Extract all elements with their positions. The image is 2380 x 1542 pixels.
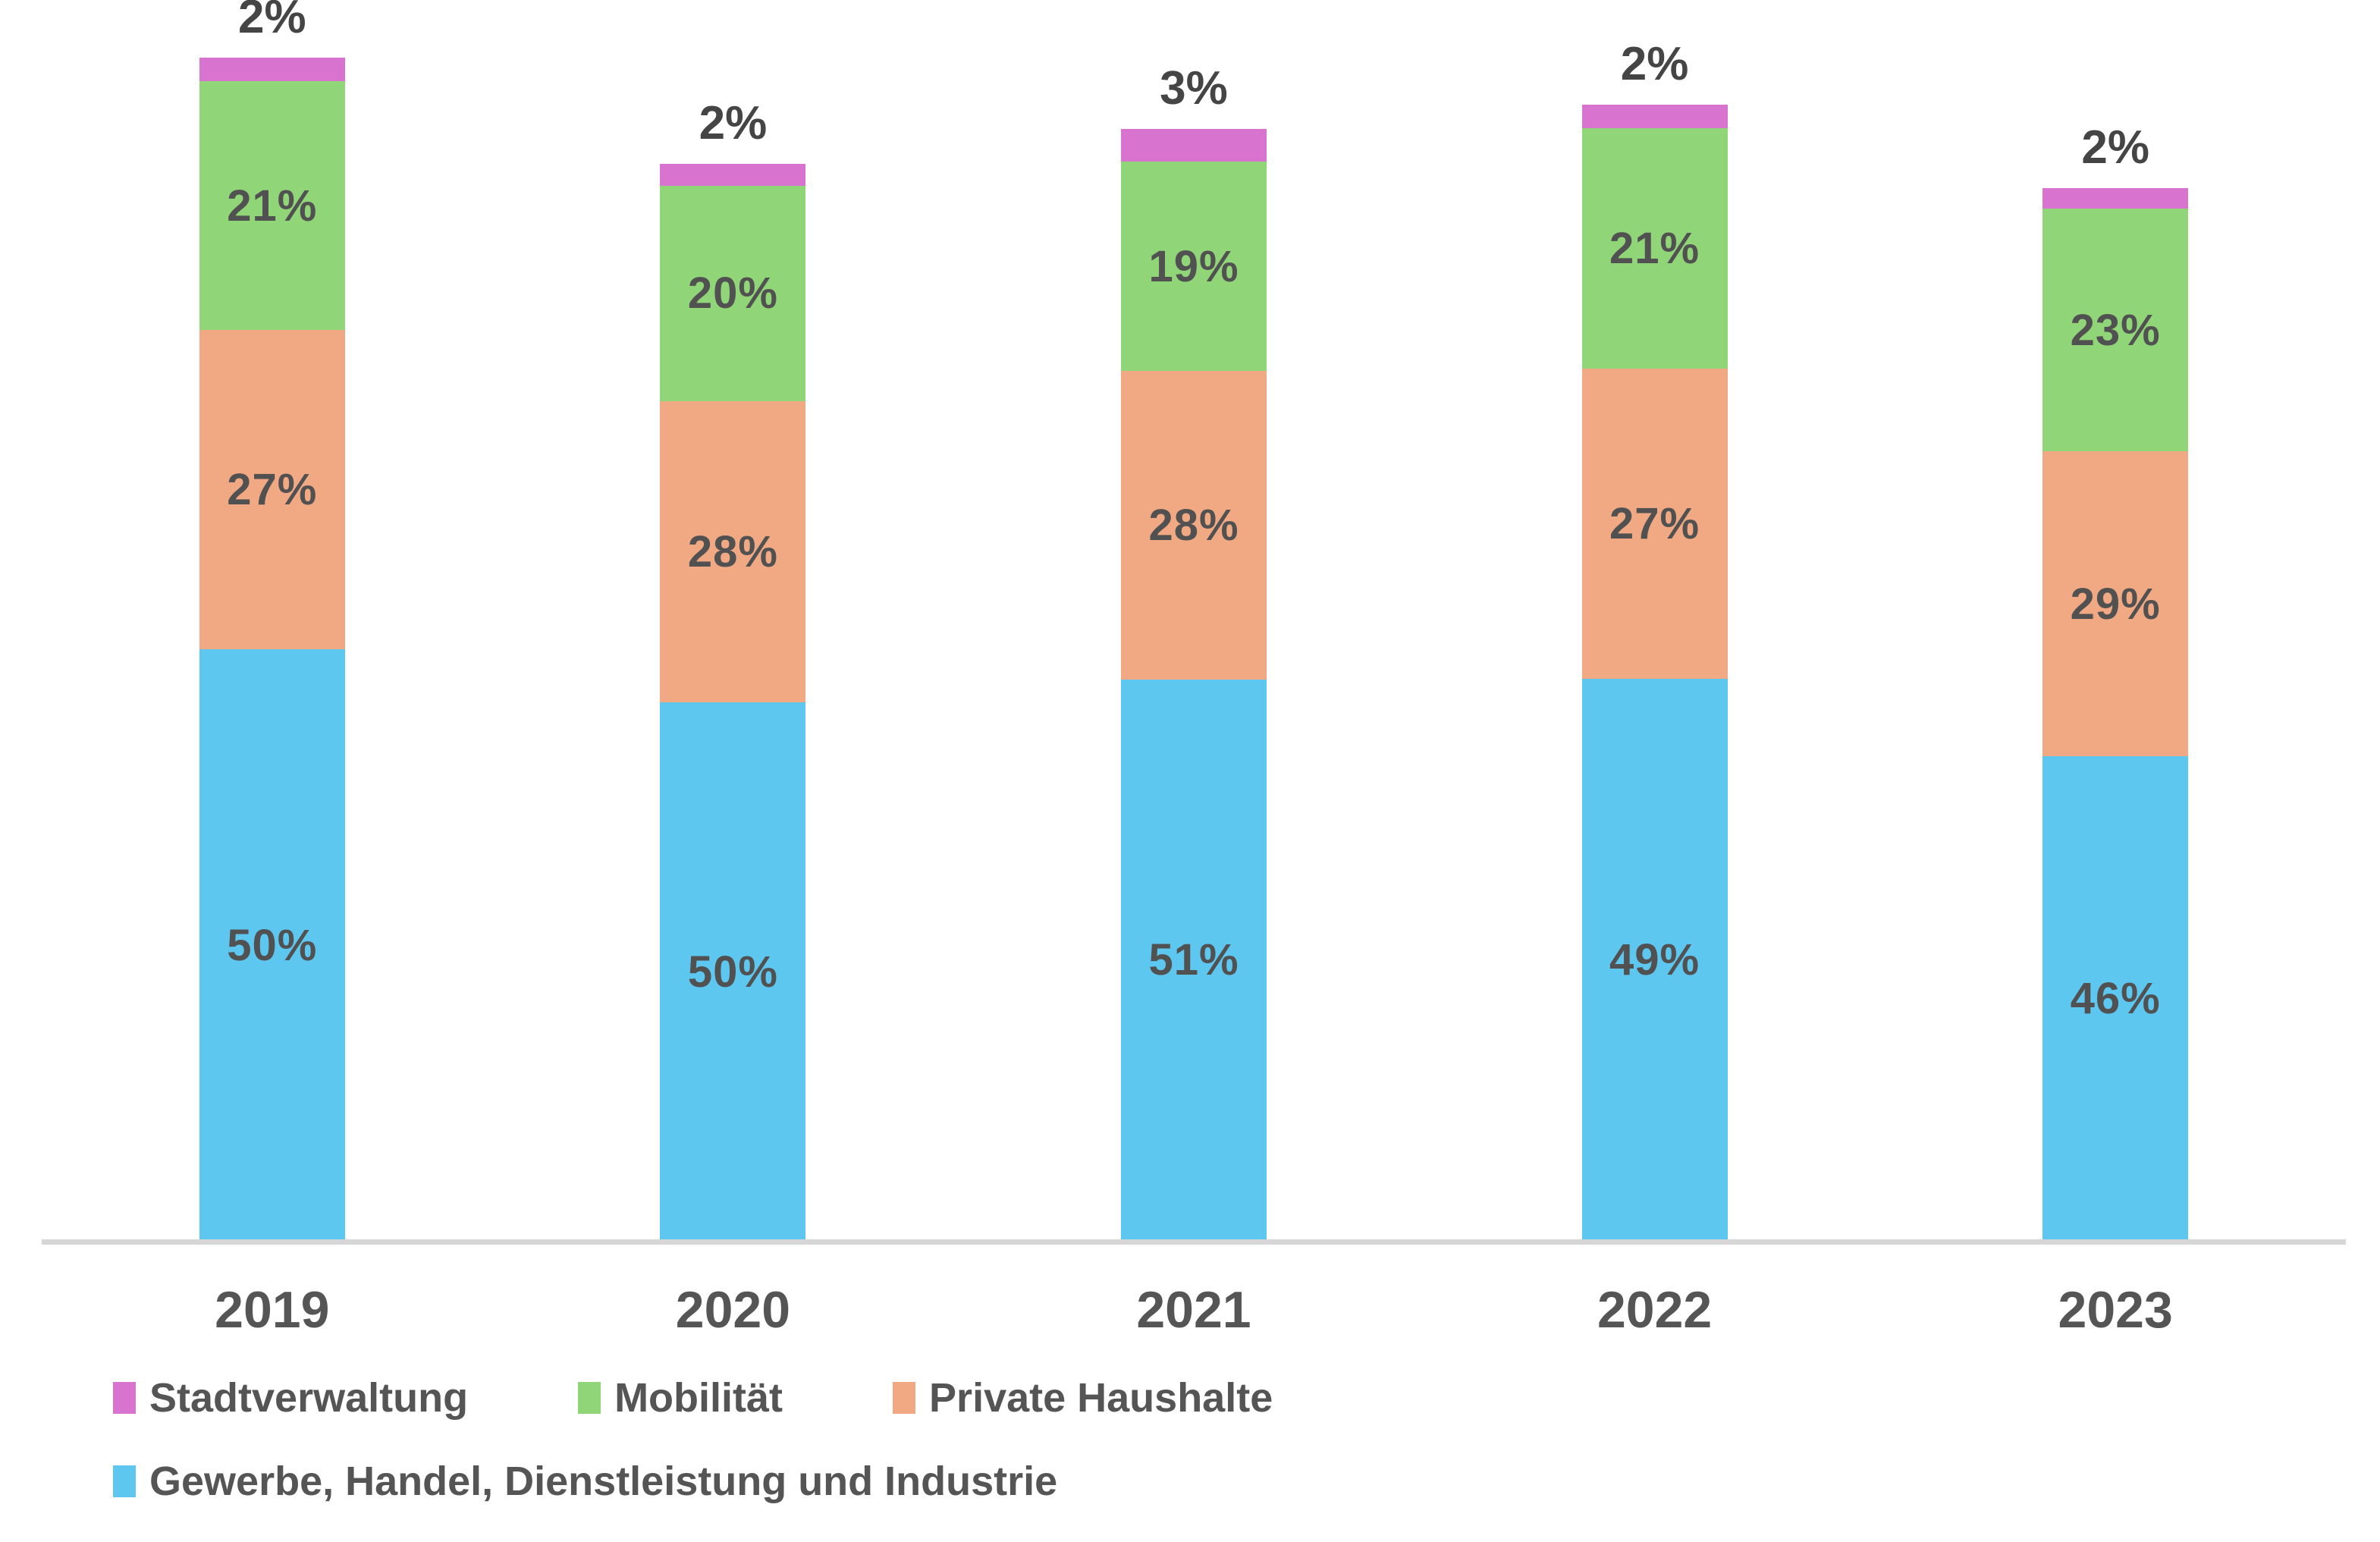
plot-area: 2% 50% 27% 21% 2% 50% 28% 20% 3% 51% 28% 19% 2% 49% 27… xyxy=(42,0,2346,1245)
segment-2019-mobilität: 21% xyxy=(199,81,345,330)
segment-value-label: 29% xyxy=(2070,579,2161,629)
bar-stack-2020: 50% 28% 20% xyxy=(660,164,806,1241)
legend-label: Gewerbe, Handel, Dienstleistung und Indu… xyxy=(149,1459,1058,1504)
legend-item-gewerbe-handel-dienstleistung-und-industrie: Gewerbe, Handel, Dienstleistung und Indu… xyxy=(113,1458,1057,1505)
segment-value-label: 20% xyxy=(687,269,778,319)
bar-column-2022: 2% 49% 27% 21% xyxy=(1424,0,1885,1241)
segment-value-label: 28% xyxy=(687,526,778,576)
segment-2019-stadtverwaltung xyxy=(199,58,345,82)
segment-2021-mobilität: 19% xyxy=(1120,162,1267,371)
legend-row-2: Gewerbe, Handel, Dienstleistung und Indu… xyxy=(113,1458,1273,1505)
bars-container: 2% 50% 27% 21% 2% 50% 28% 20% 3% 51% 28% 19% 2% 49% 27… xyxy=(42,0,2346,1241)
legend-item-mobilität: Mobilität xyxy=(578,1374,783,1421)
category-label-2022: 2022 xyxy=(1597,1281,1713,1339)
segment-value-label: 50% xyxy=(227,920,318,970)
legend-label: Stadtverwaltung xyxy=(149,1375,469,1421)
segment-value-label: 23% xyxy=(2070,305,2161,355)
category-label-2023: 2023 xyxy=(2058,1281,2173,1339)
segment-2023-gewerbe-handel-dienstleistung-und-industrie: 46% xyxy=(2042,756,2189,1241)
segment-2021-stadtverwaltung xyxy=(1120,128,1267,162)
segment-2019-gewerbe-handel-dienstleistung-und-industrie: 50% xyxy=(199,649,345,1241)
segment-value-label: 28% xyxy=(1148,500,1239,550)
bar-top-value-label: 3% xyxy=(1160,61,1228,115)
legend-swatch-icon xyxy=(893,1382,916,1414)
bar-column-2023: 2% 46% 29% 23% xyxy=(1885,0,2346,1241)
segment-value-label: 27% xyxy=(227,464,318,514)
segment-2021-gewerbe-handel-dienstleistung-und-industrie: 51% xyxy=(1120,679,1267,1241)
segment-value-label: 21% xyxy=(227,181,318,231)
bar-top-value-label: 2% xyxy=(1620,38,1689,91)
segment-value-label: 49% xyxy=(1609,934,1700,985)
legend-swatch-icon xyxy=(113,1382,136,1414)
segment-2022-stadtverwaltung xyxy=(1581,105,1728,128)
segment-2020-private-haushalte: 28% xyxy=(660,400,806,703)
segment-2020-gewerbe-handel-dienstleistung-und-industrie: 50% xyxy=(660,702,806,1241)
segment-2020-mobilität: 20% xyxy=(660,185,806,401)
segment-2021-private-haushalte: 28% xyxy=(1120,371,1267,680)
legend-swatch-icon xyxy=(578,1382,601,1414)
bar-stack-2019: 50% 27% 21% xyxy=(199,58,345,1241)
legend-swatch-icon xyxy=(113,1465,136,1497)
bar-top-value-label: 2% xyxy=(237,0,306,43)
segment-2023-mobilität: 23% xyxy=(2042,209,2189,451)
category-label-2020: 2020 xyxy=(675,1281,791,1339)
legend-item-stadtverwaltung: Stadtverwaltung xyxy=(113,1374,468,1421)
segment-value-label: 50% xyxy=(687,947,778,997)
category-label-2021: 2021 xyxy=(1136,1281,1251,1339)
segment-value-label: 46% xyxy=(2070,974,2161,1024)
category-label-2019: 2019 xyxy=(215,1281,330,1339)
bar-stack-2022: 49% 27% 21% xyxy=(1581,105,1728,1241)
segment-2023-private-haushalte: 29% xyxy=(2042,451,2189,757)
bar-top-value-label: 2% xyxy=(2081,121,2149,174)
legend-label: Private Haushalte xyxy=(929,1375,1273,1421)
bar-column-2021: 3% 51% 28% 19% xyxy=(963,0,1424,1241)
legend-item-private-haushalte: Private Haushalte xyxy=(893,1374,1273,1421)
segment-2022-private-haushalte: 27% xyxy=(1581,369,1728,679)
legend-row-1: Stadtverwaltung Mobilität Private Haushalt… xyxy=(113,1374,1273,1421)
legend-label: Mobilität xyxy=(614,1375,783,1421)
category-axis-labels: 2019 2020 2021 2022 2023 xyxy=(42,1280,2346,1339)
segment-value-label: 21% xyxy=(1609,224,1700,274)
bar-stack-2023: 46% 29% 23% xyxy=(2042,187,2189,1241)
x-axis-line xyxy=(42,1239,2346,1245)
segment-2022-gewerbe-handel-dienstleistung-und-industrie: 49% xyxy=(1581,678,1728,1241)
segment-value-label: 51% xyxy=(1148,935,1239,985)
bar-top-value-label: 2% xyxy=(699,97,768,150)
segment-2022-mobilität: 21% xyxy=(1581,127,1728,369)
segment-2019-private-haushalte: 27% xyxy=(199,329,345,649)
segment-value-label: 27% xyxy=(1609,499,1700,549)
segment-2023-stadtverwaltung xyxy=(2042,187,2189,209)
bar-column-2019: 2% 50% 27% 21% xyxy=(42,0,503,1241)
segment-2020-stadtverwaltung xyxy=(660,164,806,186)
legend: Stadtverwaltung Mobilität Private Haushalt… xyxy=(113,1374,1273,1541)
bar-stack-2021: 51% 28% 19% xyxy=(1120,128,1267,1241)
bar-column-2020: 2% 50% 28% 20% xyxy=(503,0,964,1241)
segment-value-label: 19% xyxy=(1148,241,1239,291)
